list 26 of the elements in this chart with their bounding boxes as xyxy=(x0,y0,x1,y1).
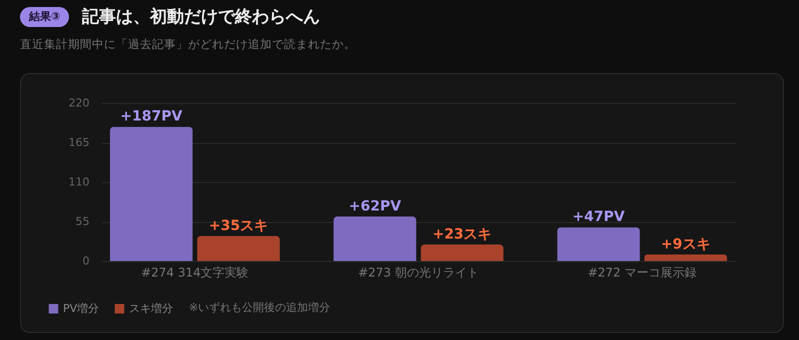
text: ※いずれも公開後の追加増分 xyxy=(189,300,330,315)
y-tick-label: 55 xyxy=(76,215,90,228)
data-label: +62PV xyxy=(348,198,402,214)
y-tick-label: 0 xyxy=(82,254,90,268)
bar xyxy=(420,244,504,261)
data-label: +47PV xyxy=(572,209,625,226)
legend-label: PV増分 xyxy=(63,302,100,315)
chart-subtitle: 直近集計期間中に「過去記事」がどれだけ追加で読まれたか。 xyxy=(20,37,356,52)
data-label: +9スキ xyxy=(660,236,710,253)
x-tick-label: #273 朝の光リライト xyxy=(358,266,479,280)
data-label: +187PV xyxy=(120,108,183,125)
data-label: +23スキ xyxy=(432,226,492,242)
bar xyxy=(334,216,416,261)
data-label: +35スキ xyxy=(208,218,268,234)
text: 結果③ xyxy=(20,7,70,27)
y-tick-label: 165 xyxy=(68,136,90,149)
x-tick-label: #272 マーコ展示録 xyxy=(588,266,696,280)
bar xyxy=(557,227,640,261)
y-tick-label: 110 xyxy=(68,176,90,188)
bar xyxy=(644,254,728,261)
x-tick-label: #274 314文字実験 xyxy=(141,266,249,280)
legend-label: スキ増分 xyxy=(129,302,173,315)
chart-title: 記事は、初動だけで終わらへん xyxy=(82,6,320,28)
bar xyxy=(197,236,280,261)
bar xyxy=(110,126,193,261)
y-tick-label: 220 xyxy=(68,96,90,110)
